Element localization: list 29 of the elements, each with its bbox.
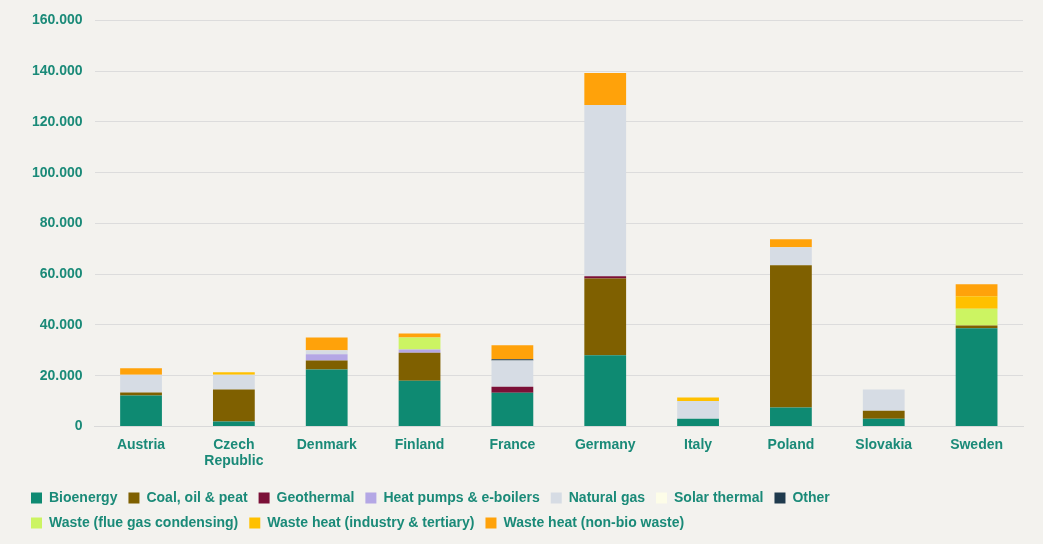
y-tick-label: 80.000 [39,214,83,231]
legend-label: Heat pumps & e-boilers [383,488,540,505]
legend-label: Waste (flue gas condensing) [49,513,239,530]
y-tick-label: 100.000 [32,163,83,180]
x-tick-label: France [489,435,536,452]
x-tick-label: Poland [767,435,815,452]
x-tick-label: Sweden [950,435,1004,452]
y-tick-label: 120.000 [32,112,83,129]
legend-label: Waste heat (industry & tertiary) [267,513,475,530]
legend-label: Solar thermal [674,488,764,505]
y-tick-label: 160.000 [32,11,83,28]
y-tick-label: 140.000 [32,62,83,79]
legend-label: Geothermal [276,488,355,505]
y-tick-label: 20.000 [39,366,83,383]
x-tick-label: Czech Republic [204,435,264,469]
y-tick-label: 60.000 [39,265,83,282]
legend-label: Natural gas [568,488,646,505]
legend-label: Waste heat (non-bio waste) [503,513,685,530]
y-tick-label: 40.000 [39,315,83,332]
x-tick-label: Italy [684,435,713,452]
x-tick-label: Slovakia [855,435,913,452]
x-tick-label: Austria [116,435,166,452]
y-tick-label: 0 [74,417,83,434]
legend-label: Other [792,488,831,505]
legend-label: Coal, oil & peat [146,488,248,505]
x-tick-label: Finland [394,435,445,452]
x-tick-label: Denmark [296,435,357,452]
legend-label: Bioenergy [49,488,118,505]
x-tick-label: Germany [574,435,636,452]
